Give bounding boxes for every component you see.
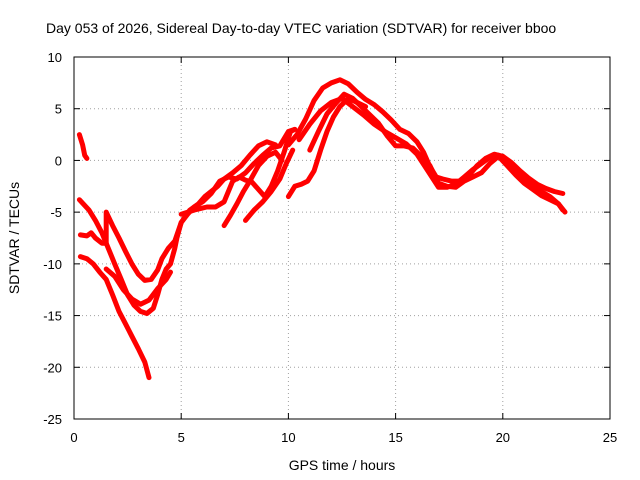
x-tick-label: 20	[496, 430, 510, 445]
y-axis-label: SDTVAR / TECUs	[6, 182, 22, 294]
series-line-track-7	[221, 149, 285, 229]
series-line-track-5	[103, 266, 173, 307]
y-tick-label: -5	[50, 205, 62, 220]
x-tick-label: 5	[178, 430, 185, 445]
chart-title: Day 053 of 2026, Sidereal Day-to-day VTE…	[46, 20, 556, 36]
series-line-track-8	[243, 147, 296, 223]
grid	[74, 57, 610, 419]
y-tick-label: 5	[55, 102, 62, 117]
plot-frame	[73, 56, 611, 420]
series-line-track-1	[76, 132, 90, 161]
y-tick-label: -15	[43, 309, 62, 324]
x-axis-label: GPS time / hours	[289, 457, 396, 473]
x-tick-label: 0	[70, 430, 77, 445]
series-line-track-2	[76, 126, 298, 316]
y-tick-label: -10	[43, 257, 62, 272]
y-tick-label: -20	[43, 360, 62, 375]
axis-ticks: 0 5 10 15 20 25 -25 -20 -15 -10 -5 0 5 10	[43, 50, 617, 445]
x-tick-label: 10	[281, 430, 295, 445]
series-line-track-4	[77, 254, 152, 381]
y-tick-label: 0	[55, 153, 62, 168]
series-line-track-11	[296, 95, 568, 215]
series-line-track-12	[307, 91, 566, 213]
series-layer	[76, 77, 568, 381]
y-tick-label: 10	[48, 50, 62, 65]
series-line-track-3	[77, 139, 278, 283]
x-tick-label: 25	[603, 430, 617, 445]
x-tick-label: 15	[388, 430, 402, 445]
y-tick-label: -25	[43, 412, 62, 427]
